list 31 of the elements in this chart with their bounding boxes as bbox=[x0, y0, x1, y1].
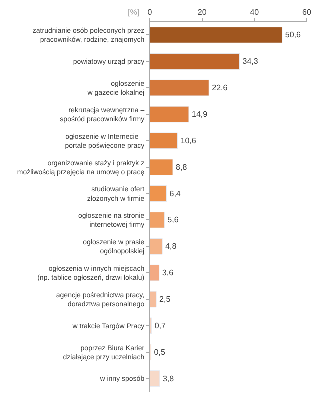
data-label: 3,6 bbox=[162, 268, 174, 278]
bar bbox=[150, 291, 157, 308]
bar bbox=[150, 80, 210, 96]
x-tick-label: 60 bbox=[302, 8, 312, 17]
x-axis-title: [%] bbox=[128, 8, 140, 17]
data-label: 6,4 bbox=[170, 189, 182, 198]
data-label: 0,5 bbox=[154, 348, 166, 357]
bar bbox=[150, 238, 163, 255]
bar bbox=[150, 53, 240, 70]
x-tick-label: 40 bbox=[250, 8, 260, 17]
bar bbox=[150, 132, 178, 150]
data-label: 2,5 bbox=[160, 295, 172, 304]
data-label: 22,6 bbox=[212, 84, 228, 93]
bar bbox=[150, 212, 165, 228]
bar bbox=[150, 370, 160, 387]
bar bbox=[150, 264, 160, 282]
x-tick-label: 0 bbox=[148, 8, 153, 17]
data-label: 8,8 bbox=[176, 162, 188, 172]
bar bbox=[150, 186, 167, 202]
data-label: 3,8 bbox=[162, 374, 175, 384]
data-label: 10,6 bbox=[180, 136, 197, 146]
bar bbox=[150, 159, 174, 176]
data-label: 34,3 bbox=[242, 57, 259, 66]
data-label: 4,8 bbox=[166, 242, 178, 252]
data-label: 5,6 bbox=[168, 216, 180, 225]
data-label: 14,9 bbox=[192, 110, 208, 119]
data-label: 50,6 bbox=[285, 30, 302, 40]
data-label: 0,7 bbox=[154, 321, 166, 330]
bar bbox=[150, 106, 190, 123]
bar bbox=[150, 27, 283, 44]
x-tick-label: 20 bbox=[198, 8, 208, 17]
